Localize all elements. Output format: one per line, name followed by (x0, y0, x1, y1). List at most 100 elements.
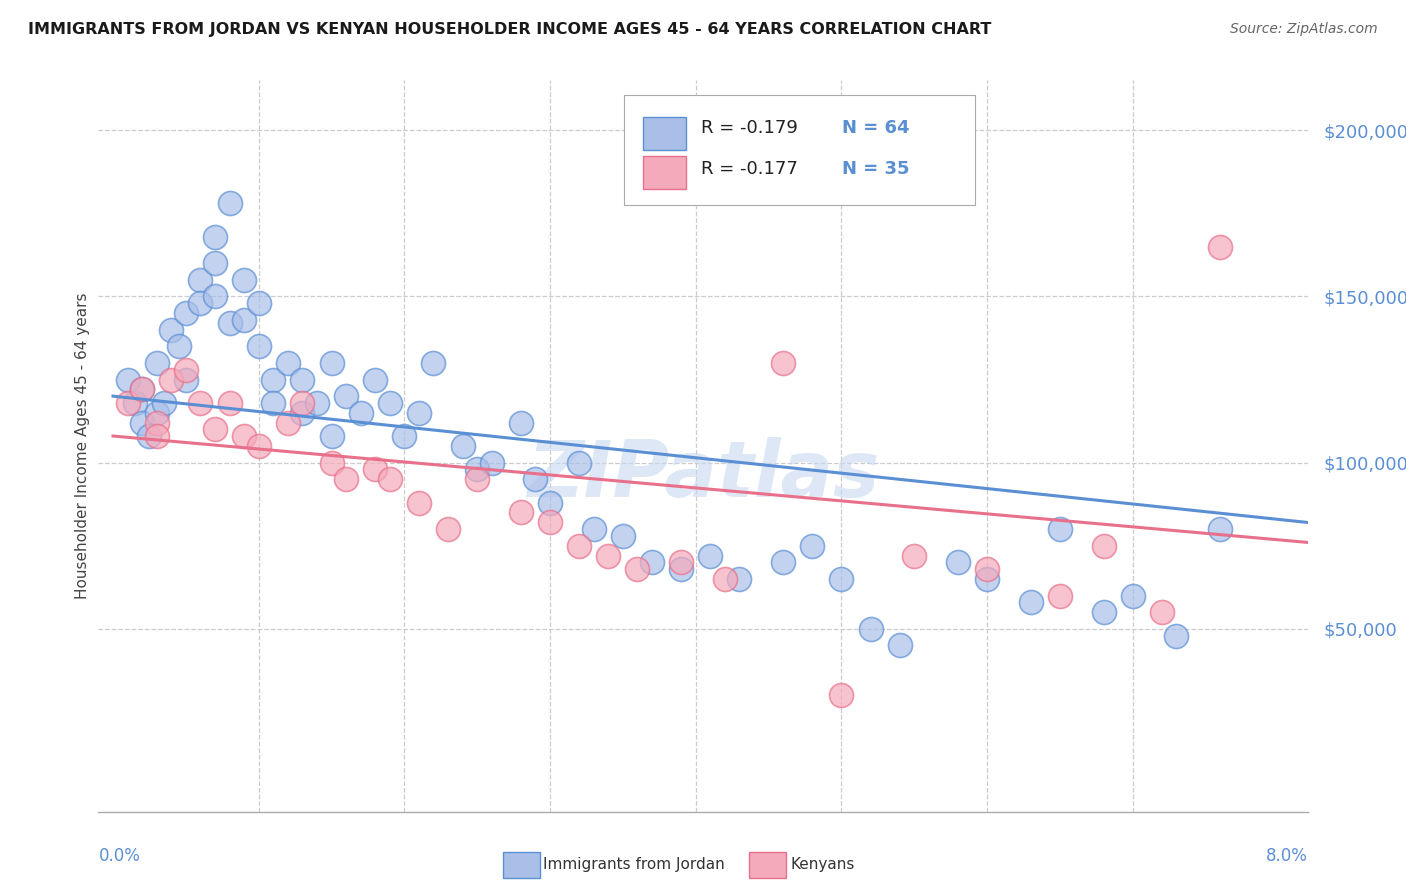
Point (233, 312, 256, 326)
FancyBboxPatch shape (643, 156, 686, 189)
Text: Source: ZipAtlas.com: Source: ZipAtlas.com (1230, 22, 1378, 37)
Point (204, 422, 226, 436)
Point (830, 689, 852, 703)
Point (437, 522, 460, 536)
Point (378, 396, 401, 410)
Point (145, 356, 167, 370)
FancyBboxPatch shape (643, 117, 686, 150)
Point (481, 456, 503, 470)
Point (160, 323, 183, 337)
Point (903, 549, 925, 563)
Point (305, 396, 328, 410)
Point (117, 396, 139, 410)
Point (218, 316, 240, 330)
Point (626, 562, 648, 576)
Text: ZIPatlas: ZIPatlas (527, 437, 879, 513)
Point (801, 539, 824, 553)
Point (190, 273, 212, 287)
Point (859, 622, 882, 636)
Point (262, 396, 284, 410)
Point (669, 562, 692, 576)
Point (714, 572, 737, 586)
Point (190, 396, 212, 410)
Point (1092, 605, 1115, 619)
Point (465, 462, 488, 476)
Text: Kenyans: Kenyans (790, 857, 855, 871)
Point (976, 572, 998, 586)
Point (145, 429, 167, 443)
Point (408, 406, 430, 420)
Point (138, 429, 160, 443)
Point (612, 529, 634, 543)
Point (772, 555, 794, 569)
Point (1049, 589, 1071, 603)
Point (1166, 628, 1188, 642)
Point (830, 572, 852, 586)
Point (509, 506, 531, 520)
Point (350, 406, 373, 420)
Point (131, 383, 153, 397)
Point (247, 339, 270, 353)
Point (408, 495, 430, 509)
Point (1209, 522, 1232, 536)
Text: IMMIGRANTS FROM JORDAN VS KENYAN HOUSEHOLDER INCOME AGES 45 - 64 YEARS CORRELATI: IMMIGRANTS FROM JORDAN VS KENYAN HOUSEHO… (28, 22, 991, 37)
Point (321, 356, 343, 370)
Point (335, 389, 357, 403)
Point (465, 472, 488, 486)
Point (190, 296, 212, 310)
Text: N = 35: N = 35 (842, 160, 910, 178)
Point (335, 472, 357, 486)
Text: R = -0.177: R = -0.177 (700, 160, 797, 178)
Point (247, 296, 270, 310)
Point (174, 372, 197, 386)
Point (378, 472, 401, 486)
Text: Immigrants from Jordan: Immigrants from Jordan (543, 857, 724, 871)
Point (524, 472, 547, 486)
Point (277, 356, 299, 370)
Point (233, 429, 256, 443)
Point (277, 416, 299, 430)
Point (1049, 522, 1071, 536)
Text: 8.0%: 8.0% (1265, 847, 1308, 865)
Point (1019, 595, 1042, 609)
Point (394, 429, 416, 443)
Point (568, 539, 591, 553)
Point (124, 396, 146, 410)
Point (699, 549, 721, 563)
Point (889, 639, 911, 653)
Point (422, 356, 444, 370)
Point (291, 396, 314, 410)
Point (204, 256, 226, 270)
Point (772, 356, 794, 370)
FancyBboxPatch shape (624, 95, 976, 204)
Point (321, 456, 343, 470)
Point (117, 372, 139, 386)
Point (131, 383, 153, 397)
Point (321, 429, 343, 443)
Y-axis label: Householder Income Ages 45 - 64 years: Householder Income Ages 45 - 64 years (75, 293, 90, 599)
Point (174, 362, 197, 376)
Point (218, 196, 240, 211)
Point (582, 522, 605, 536)
Point (262, 372, 284, 386)
Point (509, 416, 531, 430)
Point (204, 229, 226, 244)
Point (291, 372, 314, 386)
Point (568, 456, 591, 470)
Point (364, 462, 387, 476)
Point (233, 273, 256, 287)
Text: R = -0.179: R = -0.179 (700, 119, 797, 136)
Point (1122, 589, 1144, 603)
Point (538, 495, 561, 509)
Point (204, 289, 226, 303)
Point (728, 572, 751, 586)
Point (145, 406, 167, 420)
Point (1092, 539, 1115, 553)
Point (291, 406, 314, 420)
Point (538, 516, 561, 530)
Point (131, 416, 153, 430)
Point (451, 439, 474, 453)
Point (364, 372, 387, 386)
Point (218, 396, 240, 410)
Point (641, 555, 664, 569)
